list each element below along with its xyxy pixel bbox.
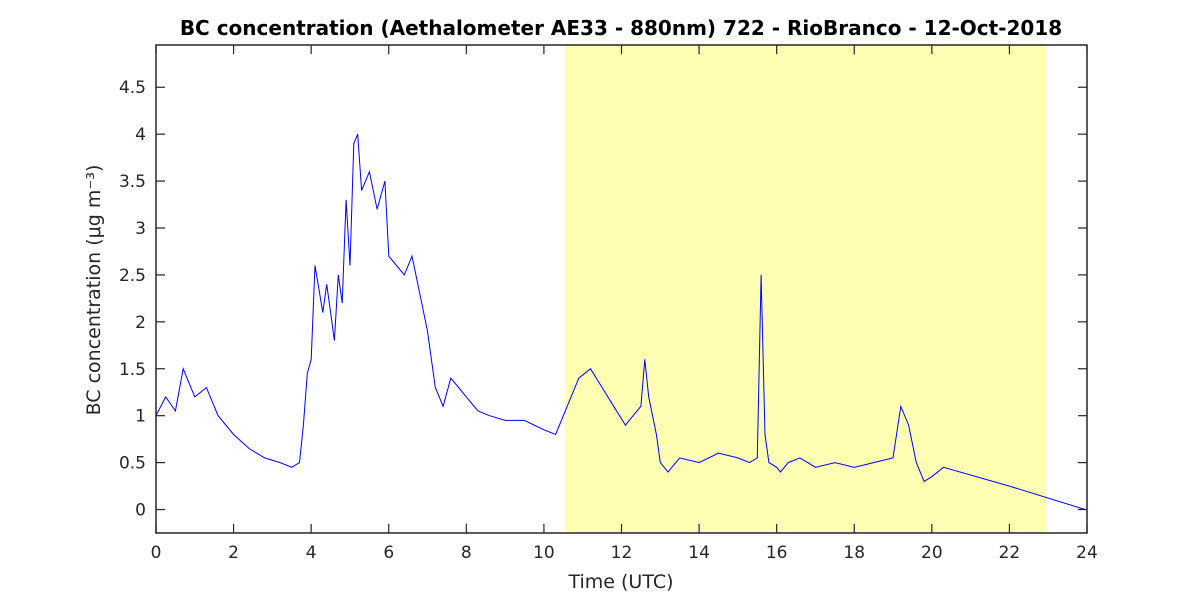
shaded-region xyxy=(565,45,1047,533)
x-tick-label: 24 xyxy=(1076,543,1098,563)
x-tick-label: 14 xyxy=(688,543,710,563)
x-tick-label: 2 xyxy=(228,543,239,563)
chart-title: BC concentration (Aethalometer AE33 - 88… xyxy=(180,16,1062,40)
y-axis-title: BC concentration (μg m⁻³) xyxy=(83,165,105,416)
x-tick-label: 0 xyxy=(151,543,162,563)
x-tick-label: 6 xyxy=(383,543,394,563)
y-tick-label: 1.5 xyxy=(119,360,146,380)
y-tick-label: 2.5 xyxy=(119,266,146,286)
y-tick-label: 0.5 xyxy=(119,454,146,474)
x-tick-label: 12 xyxy=(611,543,633,563)
x-tick-label: 4 xyxy=(306,543,317,563)
series-line-0 xyxy=(155,134,1086,510)
y-tick-label: 1 xyxy=(135,407,146,427)
y-tick-label: 3 xyxy=(135,219,146,239)
x-tick-label: 16 xyxy=(766,543,788,563)
x-tick-label: 20 xyxy=(921,543,943,563)
x-tick-label: 18 xyxy=(843,543,865,563)
x-tick-label: 22 xyxy=(999,543,1021,563)
y-tick-label: 3.5 xyxy=(119,172,146,192)
y-tick-label: 4 xyxy=(135,125,146,145)
x-tick-label: 8 xyxy=(461,543,472,563)
x-axis-title: Time (UTC) xyxy=(567,571,673,593)
y-tick-label: 4.5 xyxy=(119,78,146,98)
x-tick-label: 10 xyxy=(533,543,555,563)
y-tick-label: 2 xyxy=(135,313,146,333)
y-tick-label: 0 xyxy=(135,501,146,521)
